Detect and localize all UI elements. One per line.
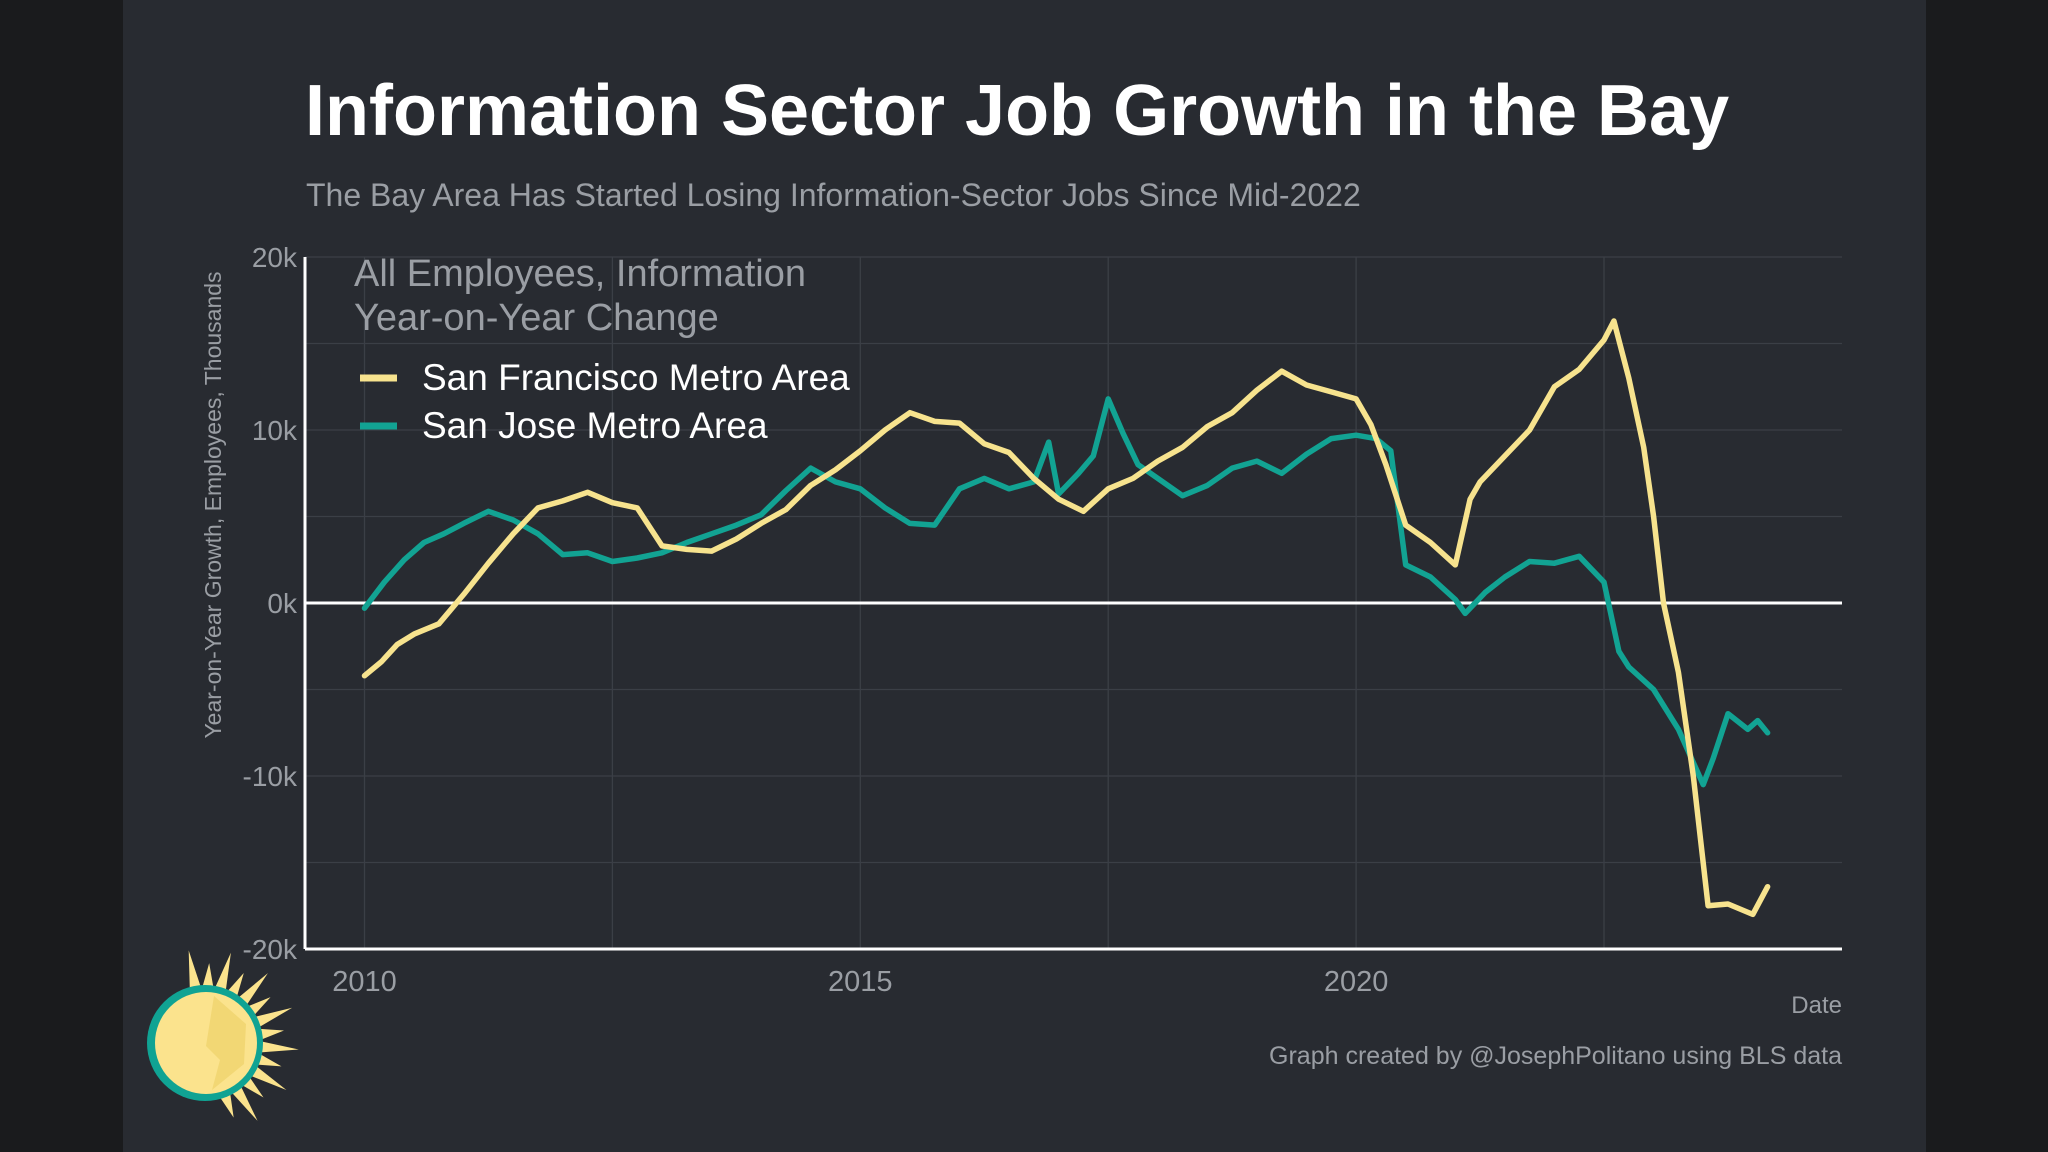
- legend-title-line-1: All Employees, Information: [354, 253, 806, 295]
- legend-label-sj: San Jose Metro Area: [422, 405, 768, 446]
- sun-ray: [249, 1065, 287, 1090]
- y-tick-labels: 20k 10k 0k -10k -20k: [243, 242, 298, 965]
- y-tick-label: 20k: [252, 242, 298, 273]
- sun-ray: [219, 1092, 234, 1118]
- legend-title-line-2: Year-on-Year Change: [354, 297, 719, 339]
- sun-ray: [253, 1007, 293, 1028]
- logo-sun-shade: [206, 996, 246, 1090]
- chart-panel: [123, 0, 1926, 1152]
- sun-ray: [202, 963, 214, 989]
- y-tick-label: -10k: [243, 761, 298, 792]
- x-tick-label: 2020: [1324, 966, 1389, 998]
- series-line-sf: [361, 318, 1771, 918]
- sun-logo-icon: [147, 950, 299, 1121]
- sun-ray: [255, 1053, 282, 1067]
- sun-ray: [188, 950, 202, 991]
- y-tick-label: -20k: [243, 934, 298, 965]
- x-axis-label: Date: [1791, 992, 1842, 1019]
- legend-label-sf: San Francisco Metro Area: [422, 357, 850, 398]
- sun-ray: [259, 1041, 299, 1053]
- series-line-sj: [361, 396, 1771, 788]
- sun-ray: [258, 1028, 285, 1041]
- x-tick-label: 2015: [828, 966, 893, 998]
- chart-subtitle: The Bay Area Has Started Losing Informat…: [306, 177, 1361, 213]
- data-series: [361, 318, 1771, 918]
- x-tick-label: 2010: [332, 966, 397, 998]
- x-tick-labels: 2010 2015 2020: [332, 966, 1388, 998]
- sun-ray: [214, 952, 231, 993]
- sun-ray: [230, 1085, 258, 1121]
- y-tick-label: 10k: [252, 415, 298, 446]
- sun-rays: [188, 950, 299, 1121]
- y-tick-label: 0k: [267, 588, 298, 619]
- axes: [303, 257, 1842, 951]
- legend: All Employees, Information Year-on-Year …: [354, 253, 850, 446]
- sun-ray: [237, 973, 268, 1007]
- caption: Graph created by @JosephPolitano using B…: [1269, 1042, 1842, 1070]
- y-axis-label: Year-on-Year Growth, Employees, Thousand…: [200, 271, 226, 738]
- chart-title: Information Sector Job Growth in the Bay: [305, 71, 1729, 151]
